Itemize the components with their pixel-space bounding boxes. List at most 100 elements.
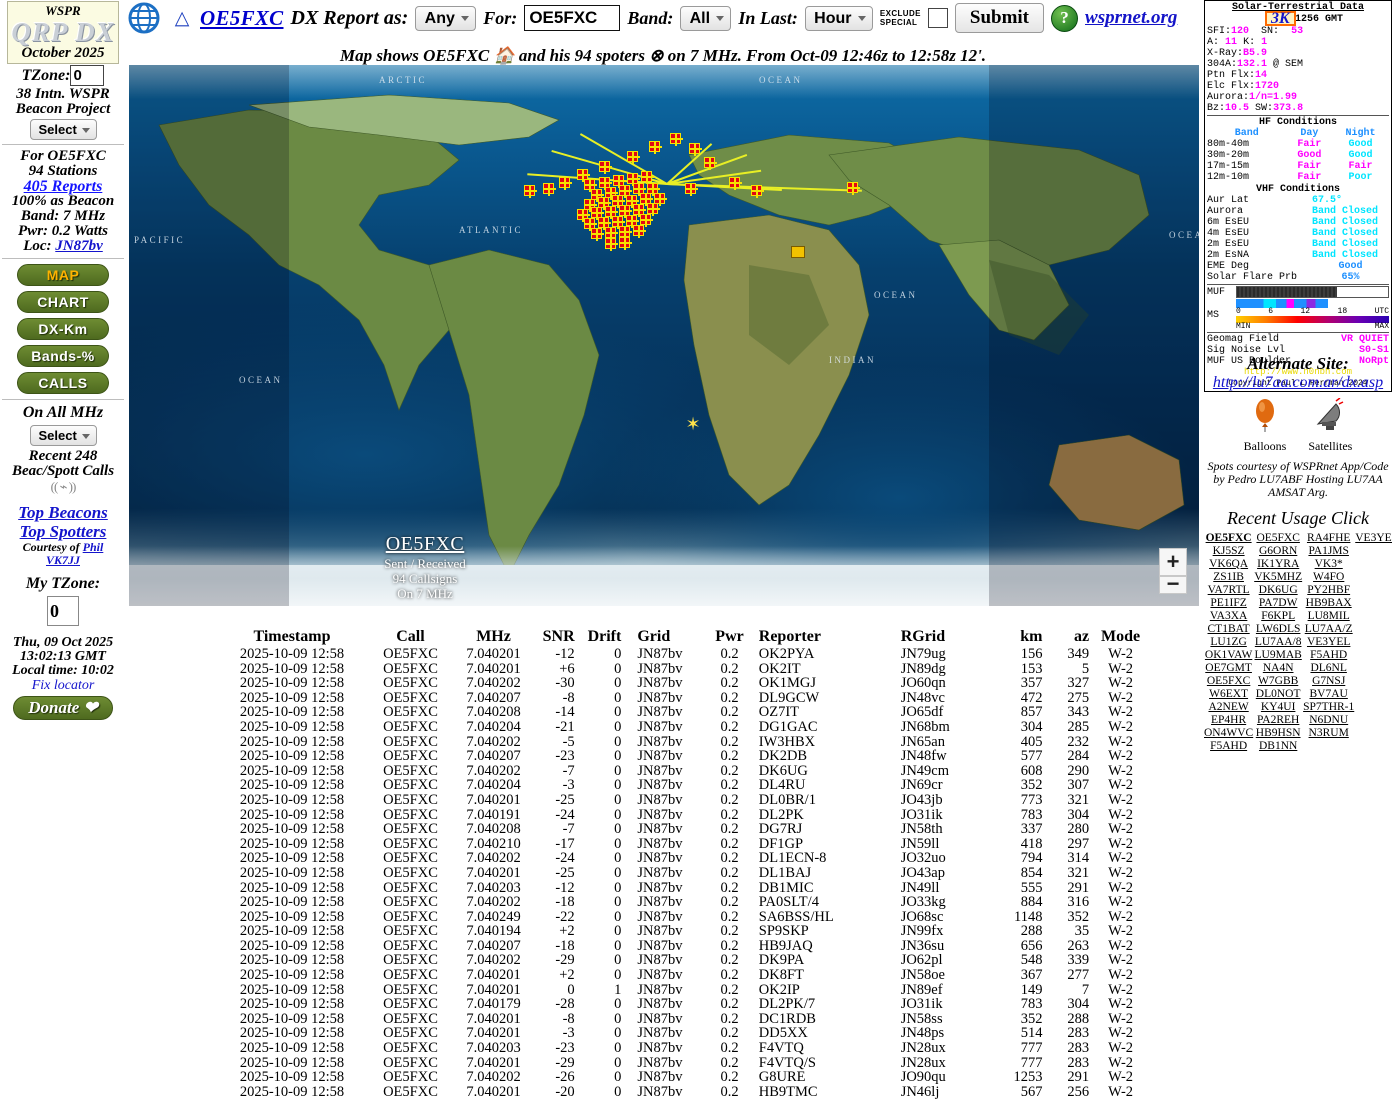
recent-call-link[interactable]: PE1IFZ — [1210, 597, 1247, 609]
spot-marker[interactable] — [612, 216, 625, 229]
table-row[interactable]: 2025-10-09 12:58 OE5FXC 7.040210 -17 0 JN87bv… — [216, 837, 1152, 852]
recent-call-link[interactable]: N3RUM — [1308, 727, 1349, 739]
sidebar-select-1-wrap[interactable]: Select — [29, 119, 97, 140]
table-row[interactable]: 2025-10-09 12:58 OE5FXC 7.040201 -25 0 JN87bv… — [216, 866, 1152, 881]
spot-marker[interactable] — [640, 214, 653, 227]
in-last-select-wrap[interactable]: Hour — [804, 5, 873, 31]
recent-call-link[interactable]: PA2REH — [1256, 714, 1300, 726]
table-row[interactable]: 2025-10-09 12:58 OE5FXC 7.040201 -20 0 JN87bv… — [216, 1085, 1152, 1100]
recent-call-link[interactable]: HB9HSN — [1255, 727, 1301, 739]
recent-call-link[interactable]: DL6NL — [1310, 662, 1347, 674]
table-row[interactable]: 2025-10-09 12:58 OE5FXC 7.040202 -29 0 JN87bv… — [216, 953, 1152, 968]
spot-marker[interactable] — [704, 157, 717, 170]
spot-marker[interactable] — [577, 209, 590, 222]
stat-loc-value[interactable]: JN87bv — [55, 238, 103, 254]
for-callsign-input[interactable] — [524, 5, 621, 31]
spot-marker[interactable] — [649, 141, 662, 154]
spot-marker[interactable] — [670, 133, 683, 146]
donate-button[interactable]: Donate ❤ — [13, 696, 113, 720]
spot-marker[interactable] — [627, 151, 640, 164]
recent-call-link[interactable]: F6KPL — [1261, 610, 1296, 622]
zoom-in-button[interactable]: + — [1159, 548, 1187, 576]
recent-call-link[interactable]: OK1VAW — [1204, 649, 1253, 661]
wsprnet-link[interactable]: wsprnet.org — [1085, 7, 1178, 28]
spot-marker[interactable] — [689, 143, 702, 156]
recent-call-link[interactable]: F5AHD — [1210, 740, 1248, 752]
recent-call-link[interactable]: VA3XA — [1209, 610, 1248, 622]
recent-call-link[interactable]: G6ORN — [1258, 545, 1298, 557]
report-type-select[interactable]: Any — [415, 5, 477, 31]
recent-call-link[interactable]: LU7AA/Z — [1304, 623, 1353, 635]
map-zoom-controls[interactable]: + − — [1159, 548, 1187, 595]
recent-call-link[interactable]: F5AHD — [1310, 649, 1348, 661]
spot-marker[interactable] — [599, 161, 612, 174]
table-row[interactable]: 2025-10-09 12:58 OE5FXC 7.040207 -23 0 JN87bv… — [216, 749, 1152, 764]
callsign-link[interactable]: OE5FXC — [200, 5, 284, 30]
table-row[interactable]: 2025-10-09 12:58 OE5FXC 7.040249 -22 0 JN87bv… — [216, 910, 1152, 925]
spot-marker[interactable] — [598, 197, 611, 210]
recent-call-link[interactable]: LU1ZG — [1210, 636, 1247, 648]
table-row[interactable]: 2025-10-09 12:58 OE5FXC 7.040202 -30 0 JN87bv… — [216, 676, 1152, 691]
bands-pct-button[interactable]: Bands-% — [17, 345, 109, 367]
table-row[interactable]: 2025-10-09 12:58 OE5FXC 7.040201 0 1 JN87bv 0.… — [216, 983, 1152, 998]
spot-marker[interactable] — [633, 183, 646, 196]
spot-marker[interactable] — [598, 217, 611, 230]
triangle-icon[interactable]: △ — [174, 7, 190, 29]
recent-call-link[interactable]: VK5MHZ — [1254, 571, 1303, 583]
fix-locator-link[interactable]: Fix locator — [31, 678, 95, 693]
recent-call-link[interactable]: LU8MIL — [1307, 610, 1350, 622]
recent-call-link[interactable]: ON4WVC — [1204, 727, 1254, 739]
spot-marker[interactable] — [654, 193, 667, 206]
spot-marker[interactable] — [577, 169, 590, 182]
my-tzone-input[interactable] — [47, 596, 79, 626]
recent-call-link[interactable]: CT1BAT — [1207, 623, 1250, 635]
report-type-select-wrap[interactable]: Any — [415, 5, 477, 31]
table-row[interactable]: 2025-10-09 12:58 OE5FXC 7.040201 -12 0 JN87bv… — [216, 647, 1152, 662]
calls-button[interactable]: CALLS — [17, 372, 109, 394]
help-icon[interactable]: ? — [1051, 4, 1079, 32]
recent-call-link[interactable]: ZS1IB — [1213, 571, 1244, 583]
table-row[interactable]: 2025-10-09 12:58 OE5FXC 7.040202 -5 0 JN87bv 0… — [216, 734, 1152, 750]
home-station-marker[interactable] — [791, 246, 805, 258]
table-row[interactable]: 2025-10-09 12:58 OE5FXC 7.040201 -29 0 JN87bv… — [216, 1056, 1152, 1071]
sidebar-select-2[interactable]: Select — [29, 425, 97, 446]
recent-call-link[interactable]: G7NSJ — [1312, 675, 1346, 687]
recent-call-link[interactable]: HB9BAX — [1305, 597, 1352, 609]
table-row[interactable]: 2025-10-09 12:58 OE5FXC 7.040208 -7 0 JN87bv 0… — [216, 822, 1152, 837]
sidebar-select-2-wrap[interactable]: Select — [29, 425, 97, 446]
recent-call-link[interactable]: VA7RTL — [1207, 584, 1250, 596]
recent-call-link[interactable]: W4FO — [1313, 571, 1345, 583]
globe-icon[interactable] — [124, 0, 164, 36]
spot-marker[interactable] — [605, 206, 618, 219]
spot-marker[interactable] — [619, 237, 632, 250]
spot-marker[interactable] — [647, 203, 660, 216]
stat-reports[interactable]: 405 Reports — [23, 178, 103, 195]
spot-marker[interactable] — [640, 193, 653, 206]
zoom-out-button[interactable]: − — [1159, 573, 1187, 595]
recent-call-link[interactable]: A2NEW — [1208, 701, 1249, 713]
spot-marker[interactable] — [605, 238, 618, 251]
table-row[interactable]: 2025-10-09 12:58 OE5FXC 7.040204 -3 0 JN87bv 0… — [216, 778, 1152, 793]
recent-call-link[interactable]: VE3YEL — [1355, 532, 1392, 544]
spot-marker[interactable] — [685, 183, 698, 196]
spot-marker[interactable] — [584, 218, 597, 231]
tzone-input[interactable] — [70, 65, 105, 86]
k-index-badge[interactable]: 3K — [1265, 11, 1296, 27]
recent-call-link[interactable]: W7GBB — [1258, 675, 1299, 687]
chart-button[interactable]: CHART — [17, 291, 109, 313]
table-row[interactable]: 2025-10-09 12:58 OE5FXC 7.040179 -28 0 JN87bv… — [216, 997, 1152, 1012]
table-row[interactable]: 2025-10-09 12:58 OE5FXC 7.040191 -24 0 JN87bv… — [216, 807, 1152, 823]
spot-marker[interactable] — [543, 183, 556, 196]
table-row[interactable]: 2025-10-09 12:58 OE5FXC 7.040202 -18 0 JN87bv… — [216, 895, 1152, 910]
world-map[interactable]: ARCTIC OCEAN ATLANTIC OCEAN PACIFIC OCEA… — [129, 65, 1199, 606]
recent-call-link[interactable]: RA4FHE — [1306, 532, 1351, 544]
recent-call-link[interactable]: VK6QA — [1209, 558, 1249, 570]
spot-marker[interactable] — [619, 226, 632, 239]
spot-marker[interactable] — [619, 185, 632, 198]
spot-marker[interactable] — [647, 183, 660, 196]
recent-call-link[interactable]: LU9MAB — [1254, 649, 1302, 661]
recent-call-link[interactable]: OE5FXC — [1256, 532, 1300, 544]
n0nbh-url[interactable]: http://www.n0nbh.com — [1243, 367, 1353, 377]
recent-call-link[interactable]: LW6DLS — [1255, 623, 1301, 635]
top-beacons-link[interactable]: Top Beacons — [18, 503, 108, 522]
